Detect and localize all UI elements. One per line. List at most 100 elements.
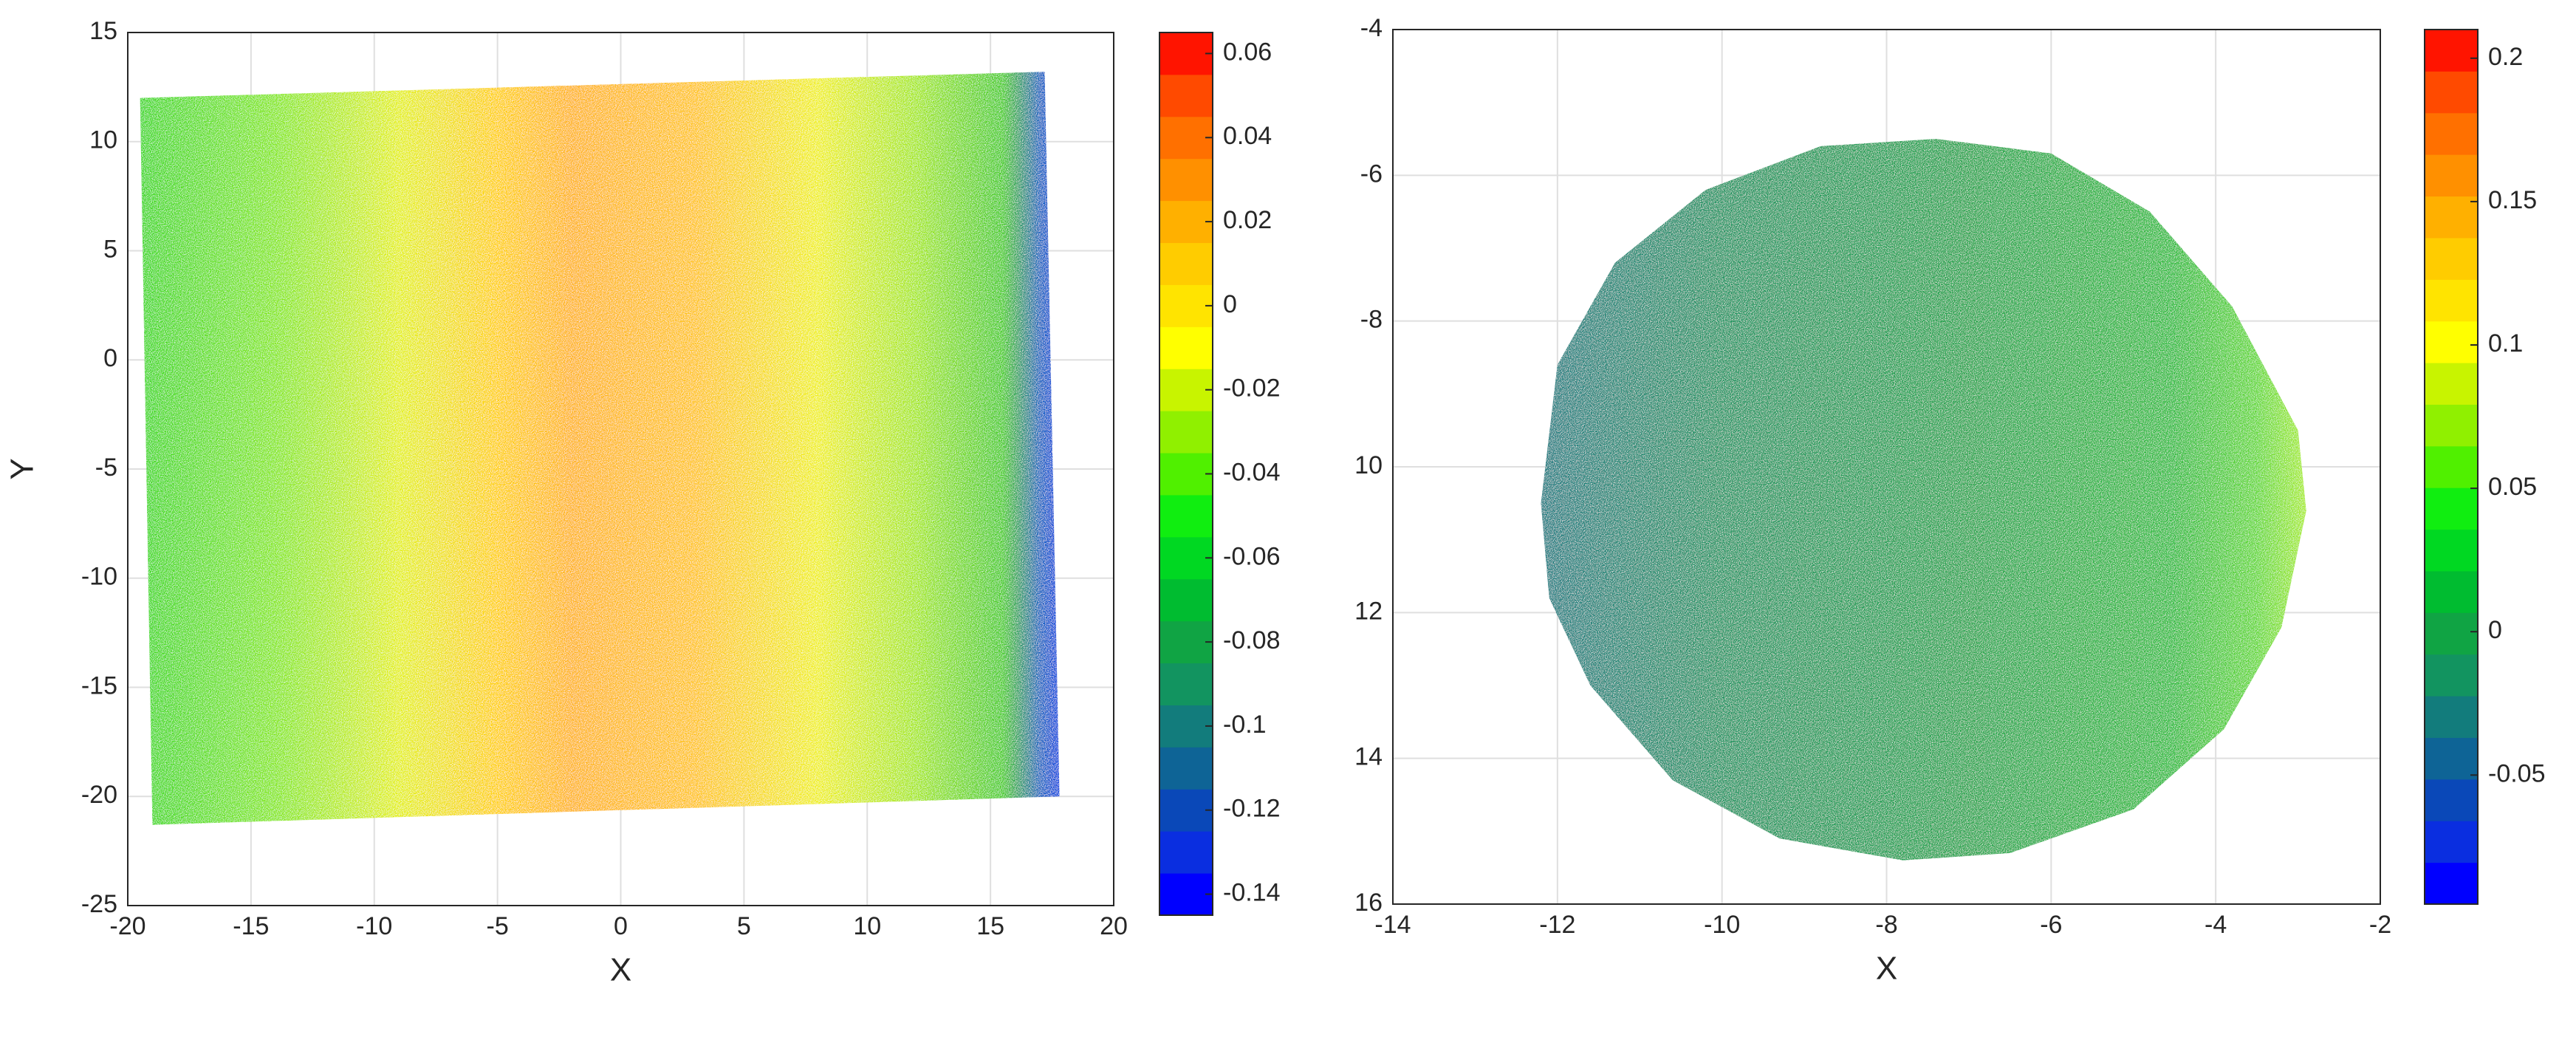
- y-tick-label: 16: [1354, 889, 1383, 917]
- colorbar-tick-label: -0.02: [1223, 374, 1281, 403]
- colorbar-band: [2425, 654, 2478, 697]
- colorbar-tick-label: 0: [2488, 616, 2502, 644]
- colorbar-frame: [1159, 32, 1213, 916]
- x-axis-label: X: [610, 952, 631, 988]
- colorbar-band: [1159, 789, 1213, 832]
- colorbar-tick-label: 0.2: [2488, 43, 2523, 71]
- colorbar-band: [2425, 237, 2478, 280]
- colorbar-tick-label: -0.04: [1223, 458, 1281, 486]
- y-tick-label: 14: [1354, 743, 1383, 771]
- colorbar-band: [2425, 696, 2478, 738]
- colorbar-band: [1159, 200, 1213, 244]
- y-axis-label: Y: [4, 458, 41, 479]
- colorbar-band: [1159, 873, 1213, 916]
- colorbar-tick-label: 0: [1223, 290, 1237, 318]
- y-tick-label: -5: [95, 454, 117, 482]
- colorbar-band: [2425, 154, 2478, 197]
- colorbar-band: [2425, 488, 2478, 530]
- y-tick-label: 12: [1354, 597, 1383, 625]
- y-tick-label: -15: [81, 671, 117, 699]
- colorbar-band: [1159, 620, 1213, 664]
- x-tick-label: -12: [1539, 911, 1575, 939]
- y-tick-label: 10: [89, 126, 117, 154]
- colorbar-band: [1159, 411, 1213, 454]
- colorbar-tick-label: 0.06: [1223, 38, 1272, 66]
- y-tick-label: -8: [1360, 306, 1383, 334]
- colorbar-band: [1159, 284, 1213, 327]
- colorbar-tick-label: 0.02: [1223, 206, 1272, 234]
- colorbar-band: [1159, 747, 1213, 790]
- x-tick-label: -14: [1374, 911, 1411, 939]
- colorbar-tick-label: 0.04: [1223, 122, 1272, 150]
- x-tick-label: -8: [1875, 911, 1897, 939]
- y-tick-label: -20: [81, 781, 117, 809]
- x-tick-label: -20: [109, 912, 145, 940]
- colorbar-tick-label: 0.1: [2488, 329, 2523, 358]
- colorbar-band: [2425, 445, 2478, 488]
- colorbar-band: [2425, 196, 2478, 239]
- x-tick-label: 15: [976, 912, 1004, 940]
- y-tick-label: 5: [103, 235, 117, 263]
- colorbar-band: [1159, 116, 1213, 160]
- colorbar-frame: [2424, 29, 2479, 905]
- point-cloud: [140, 72, 1060, 825]
- point-cloud: [1541, 139, 2306, 861]
- colorbar-tick-label: -0.05: [2488, 759, 2546, 787]
- x-tick-label: -4: [2205, 911, 2227, 939]
- colorbar-band: [1159, 32, 1213, 75]
- colorbar-band: [2425, 363, 2478, 405]
- colorbar-band: [1159, 453, 1213, 496]
- axes-frame: [1392, 29, 2381, 905]
- x-tick-label: -10: [1704, 911, 1740, 939]
- colorbar-band: [2425, 279, 2478, 322]
- colorbar-tick-label: 0.05: [2488, 473, 2537, 501]
- colorbar-tick-label: -0.14: [1223, 879, 1281, 907]
- colorbar-band: [1159, 663, 1213, 705]
- colorbar-band: [1159, 536, 1213, 580]
- colorbar-band: [2425, 30, 2478, 72]
- x-tick-label: -6: [2040, 911, 2062, 939]
- x-tick-label: 5: [737, 912, 751, 940]
- colorbar-band: [2425, 112, 2478, 155]
- colorbar-band: [2425, 612, 2478, 655]
- colorbar-band: [2425, 570, 2478, 613]
- colorbar-band: [2425, 737, 2478, 780]
- x-tick-label: 0: [614, 912, 628, 940]
- colorbar-band: [1159, 494, 1213, 538]
- y-tick-label: -25: [81, 890, 117, 918]
- y-tick-label: 15: [89, 17, 117, 45]
- colorbar-tick-label: -0.12: [1223, 795, 1281, 823]
- y-tick-label: -10: [81, 563, 117, 591]
- colorbar-band: [1159, 158, 1213, 202]
- x-tick-label: -5: [487, 912, 509, 940]
- x-axis-label: X: [1876, 951, 1897, 987]
- colorbar-band: [1159, 369, 1213, 411]
- y-tick-label: -4: [1360, 14, 1383, 42]
- colorbar-band: [1159, 326, 1213, 369]
- colorbar-tick-label: -0.08: [1223, 626, 1281, 654]
- colorbar-tick-label: -0.06: [1223, 542, 1281, 570]
- colorbar-band: [1159, 578, 1213, 622]
- colorbar-band: [2425, 321, 2478, 363]
- axes-frame: [127, 32, 1114, 906]
- colorbar-band: [2425, 862, 2478, 905]
- colorbar-band: [1159, 705, 1213, 748]
- colorbar-band: [1159, 74, 1213, 117]
- colorbar-band: [2425, 529, 2478, 572]
- colorbar-band: [2425, 821, 2478, 863]
- y-tick-label: 10: [1354, 451, 1383, 479]
- x-tick-label: -15: [233, 912, 269, 940]
- x-tick-label: -2: [2369, 911, 2391, 939]
- colorbar-band: [1159, 242, 1213, 285]
- x-tick-label: -10: [356, 912, 392, 940]
- colorbar-band: [2425, 404, 2478, 447]
- x-tick-label: 20: [1100, 912, 1128, 940]
- y-tick-label: -6: [1360, 160, 1383, 188]
- colorbar-tick-label: 0.15: [2488, 186, 2537, 214]
- colorbar-tick-label: -0.1: [1223, 711, 1267, 739]
- colorbar-band: [2425, 779, 2478, 821]
- x-tick-label: 10: [853, 912, 881, 940]
- y-tick-label: 0: [103, 344, 117, 372]
- colorbar-band: [2425, 71, 2478, 114]
